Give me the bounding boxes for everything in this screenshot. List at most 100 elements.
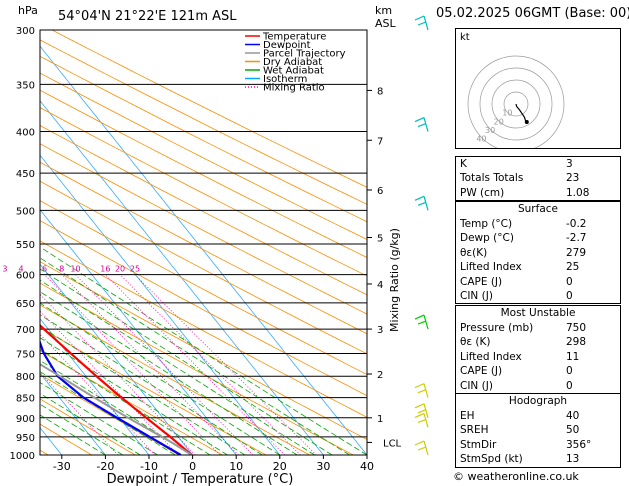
isotherm-line [40,45,367,455]
temperature-tick-label: -30 [53,460,71,473]
stat-row: Totals Totals 23 [456,171,620,185]
pressure-tick-label: 350 [16,80,35,91]
hodograph-ring [479,67,553,141]
stat-label: Pressure (mb) [460,322,534,334]
dry-adiabat-line [40,125,367,296]
stat-value: 0 [566,379,573,392]
wind-barb-flag [417,409,427,414]
hodograph-ring-label: 20 [494,117,504,126]
dry-adiabat-line [0,30,5,455]
stat-value: 0 [566,289,573,302]
stat-label: K [460,158,467,170]
dry-adiabat-line [40,220,367,397]
stat-label: Temp (°C) [460,218,513,230]
stat-row: CIN (J) 0 [456,379,620,393]
stat-value: 356° [566,438,592,451]
stat-row: Lifted Index 11 [456,350,620,364]
temperature-tick-label: -10 [140,460,158,473]
stat-value: 750 [566,322,587,334]
isotherm-line [40,372,106,455]
profiles [40,323,193,455]
dry-adiabat-line [40,398,136,455]
legend-entry: Dry Adiabat [263,57,322,68]
stat-label: Lifted Index [460,261,522,274]
wind-barb-staff [423,15,429,31]
stat-label: Lifted Index [460,350,522,363]
wet-adiabat-line [40,314,263,455]
wind-barb-staff [423,117,429,132]
legend-entry: Dewpoint [263,40,311,51]
stat-value: 11 [566,350,580,363]
mixing-ratio-line [75,274,254,455]
panel-title: Most Unstable [500,307,576,319]
wind-barb-flag [414,383,425,389]
stat-label: CIN (J) [460,379,493,392]
mixing-ratio-line [61,274,239,455]
hodograph-end-point [524,120,529,124]
wind-barb-staff [423,403,429,418]
km-tick-label: 2 [377,370,383,381]
mixing-ratio-axis-title: Mixing Ratio (g/kg) [388,228,401,332]
stat-value: 3 [566,158,573,170]
dry-adiabat-line [40,55,367,223]
wind-barb-staff [423,413,429,428]
hpa-label: hPa [18,4,38,17]
x-axis-title: Dewpoint / Temperature (°C) [107,472,294,486]
wind-barb-staff [423,440,429,456]
stat-value: 50 [566,424,580,437]
km-tick-label: LCL [383,438,402,449]
mixing-ratio-line [119,274,301,455]
temperature-tick-label: 30 [316,460,330,473]
km-label: km [375,4,392,17]
mixing-ratio-label: 10 [70,265,80,274]
stat-label: θε(K) [460,246,488,259]
hodograph-ring [491,79,541,129]
pressure-tick-label: 600 [16,271,35,282]
mixing-ratio-label: 3 [2,265,7,274]
stat-row: θε (K) 298 [456,335,620,349]
pressure-tick-label: 500 [16,206,35,217]
surface-panel: Surface Temp (°C) -0.2 Dewp (°C) -2.7 θε(K) 27… [455,201,621,305]
isotherm-line [40,154,281,455]
wet-adiabat-line [40,246,367,455]
wind-barb-staff [423,314,429,330]
wind-barb-flag [414,195,425,201]
pressure-tick-labels: 300 350 400 450 500 550 600 650 700 750 800 850 900 9… [10,26,35,462]
dry-adiabat-line [40,39,367,205]
pressure-tick-label: 1000 [10,451,35,462]
legend-entry: Wet Adiabat [263,66,324,77]
wind-barb-flag [414,403,425,409]
mixing-ratio-labels: 12346810162025 [2,265,140,274]
mixing-ratio-label: 8 [59,265,64,274]
wet-adiabat-line [40,337,228,455]
temperature-tick-label: 0 [189,460,196,473]
stat-label: EH [460,410,475,422]
legend-entry: Parcel Trajectory [263,49,346,60]
mixing-ratio-label: 6 [42,265,47,274]
wind-barb-flag [417,418,427,424]
pressure-tick-label: 450 [16,169,35,180]
pressure-tick-label: 800 [16,372,35,383]
wind-barb-staff [423,383,429,398]
mixing-ratio-label: 16 [100,265,110,274]
dry-adiabat-line [40,373,180,455]
most-unstable-panel: Most Unstable Pressure (mb) 750 θε (K) 298 Li… [455,305,621,394]
panel-title: Surface [517,203,558,215]
stat-value: 0 [566,365,573,378]
stat-value: -0.2 [566,218,587,230]
km-tick-labels: 8 7 6 5 4 3 2 1 LCL [367,86,402,449]
stat-label: StmSpd (kt) [460,453,523,466]
stat-value: 25 [566,261,580,274]
stat-label: CIN (J) [460,289,493,302]
temperature-tick-label: -20 [96,460,114,473]
temperature-tick-label: 40 [360,460,374,473]
dewpoint-profile [40,339,182,455]
stat-label: StmDir [460,438,497,451]
stat-row: CAPE (J) 0 [456,364,620,378]
pressure-tick-label: 550 [16,240,35,251]
km-tick-label: 7 [377,136,383,147]
wet-adiabat-line [40,302,281,455]
dry-adiabat-line [51,30,367,188]
